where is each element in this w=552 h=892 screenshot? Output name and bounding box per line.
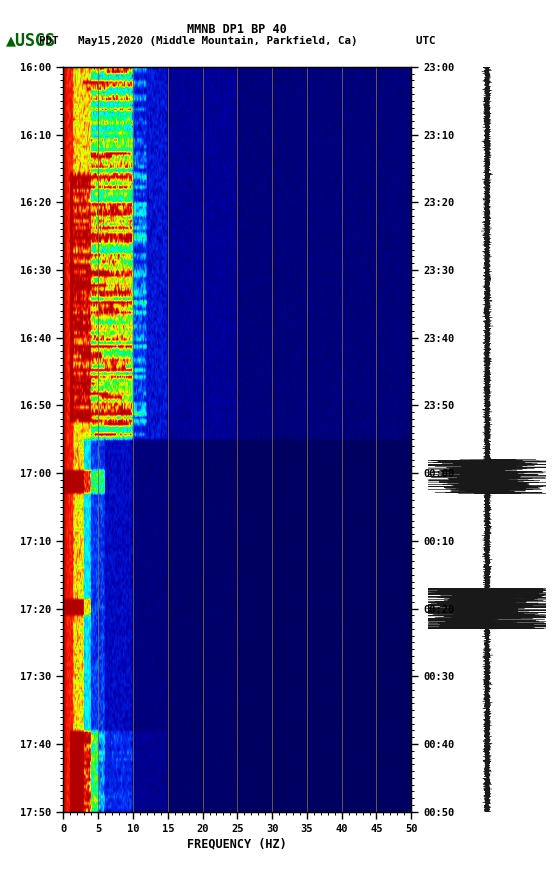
X-axis label: FREQUENCY (HZ): FREQUENCY (HZ) — [188, 838, 287, 851]
Text: ▲USGS: ▲USGS — [6, 31, 56, 49]
Text: MMNB DP1 BP 40: MMNB DP1 BP 40 — [188, 23, 287, 37]
Text: PDT   May15,2020 (Middle Mountain, Parkfield, Ca)         UTC: PDT May15,2020 (Middle Mountain, Parkfie… — [39, 36, 436, 45]
